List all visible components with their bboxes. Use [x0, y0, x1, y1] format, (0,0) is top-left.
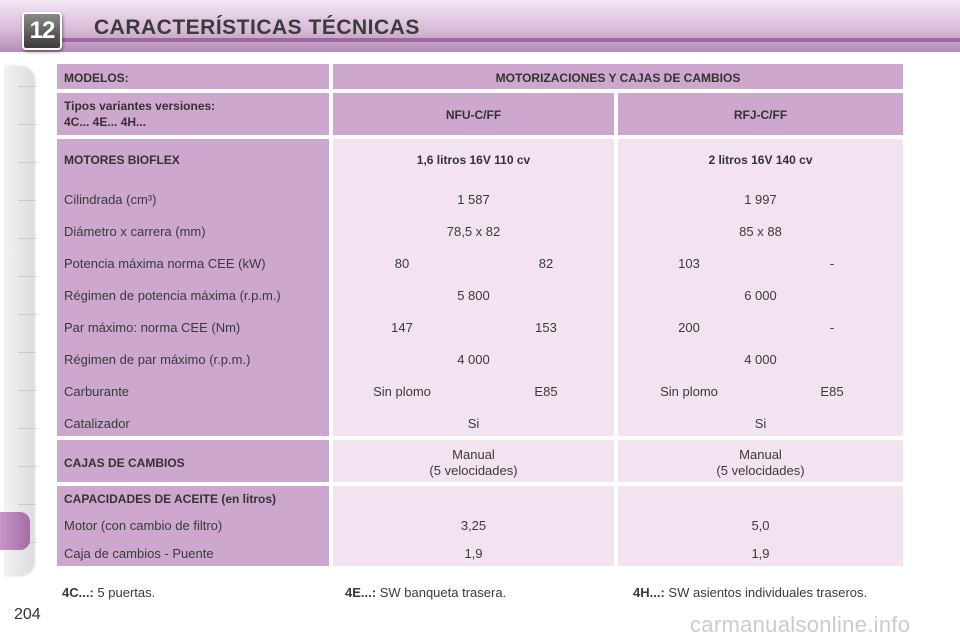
footnote-4h-key: 4H...:: [633, 585, 665, 600]
oil-engine-a: 3,25: [460, 518, 487, 533]
tab-divider: [18, 162, 36, 163]
chapter-tab-strip: [4, 66, 36, 576]
oil-labels-block: [57, 486, 329, 566]
oil-engine-b: 5,0: [751, 518, 770, 533]
variants-label-line2: 4C... 4E... 4H...: [64, 115, 147, 129]
max-torque-b2: -: [829, 320, 835, 335]
catalyst-label: Catalizador: [64, 416, 130, 431]
chapter-number-badge: 12: [22, 12, 62, 50]
engine-b-name: 2 litros 16V 140 cv: [708, 153, 813, 167]
oil-gearbox-a: 1,9: [464, 546, 483, 561]
power-rpm-label: Régimen de potencia máxima (r.p.m.): [64, 288, 281, 303]
engine-a-block: [333, 139, 614, 436]
power-rpm-b: 6 000: [744, 288, 777, 303]
gearbox-label-cell: [57, 440, 329, 482]
variant-b: RFJ-C/FF: [733, 108, 788, 122]
tab-divider: [18, 276, 36, 277]
variant-a: NFU-C/FF: [445, 108, 502, 122]
page-title: CARACTERÍSTICAS TÉCNICAS: [94, 16, 420, 39]
oil-gearbox-b: 1,9: [751, 546, 770, 561]
max-torque-a2: 153: [535, 320, 557, 335]
max-power-a1: 80: [394, 256, 410, 271]
footnote-4e: 4E...: SW banqueta trasera.: [345, 585, 506, 600]
torque-rpm-b: 4 000: [744, 352, 777, 367]
header-band: [0, 0, 960, 52]
catalyst-b: Si: [754, 416, 767, 431]
oil-gearbox-label: Caja de cambios - Puente: [64, 546, 214, 561]
oil-engine-label: Motor (con cambio de filtro): [64, 518, 223, 533]
displacement-label: Cilindrada (cm³): [64, 192, 157, 207]
oil-label: CAPACIDADES DE ACEITE (en litros): [64, 492, 277, 506]
bore-stroke-a: 78,5 x 82: [446, 224, 501, 239]
engine-labels-block: [57, 139, 329, 436]
max-power-a2: 82: [538, 256, 554, 271]
max-power-b1: 103: [678, 256, 700, 271]
displacement-a: 1 587: [457, 192, 490, 207]
gearbox-a-line2: (5 velocidades): [429, 463, 518, 478]
tab-divider: [18, 238, 36, 239]
tab-divider: [18, 200, 36, 201]
tab-divider: [18, 352, 36, 353]
tab-divider: [18, 504, 36, 505]
footnote-4e-text: SW banqueta trasera.: [379, 585, 507, 600]
variant-b-cell: [618, 93, 903, 135]
footnote-4e-key: 4E...:: [345, 585, 377, 600]
tab-divider: [18, 390, 36, 391]
footnote-4h: 4H...: SW asientos individuales traseros…: [633, 585, 867, 600]
max-torque-b1: 200: [678, 320, 700, 335]
tab-divider: [18, 428, 36, 429]
engines-header: MOTORIZACIONES Y CAJAS DE CAMBIOS: [495, 71, 741, 85]
gearbox-a-line1: Manual: [452, 447, 495, 462]
max-torque-a1: 147: [391, 320, 413, 335]
oil-b-block: [618, 486, 903, 566]
tab-divider: [18, 314, 36, 315]
footnote-4c-text: 5 puertas.: [97, 585, 156, 600]
tab-divider: [18, 466, 36, 467]
torque-rpm-a: 4 000: [457, 352, 490, 367]
displacement-b: 1 997: [744, 192, 777, 207]
engine-a-name: 1,6 litros 16V 110 cv: [416, 153, 531, 167]
footnote-4c: 4C...: 5 puertas.: [62, 585, 155, 600]
max-torque-label: Par máximo: norma CEE (Nm): [64, 320, 241, 335]
variants-label-line1: Tipos variantes versiones:: [64, 99, 216, 113]
power-rpm-a: 5 800: [457, 288, 490, 303]
fuel-b2: E85: [820, 384, 844, 399]
footnote-4c-key: 4C...:: [62, 585, 94, 600]
footnote-4h-text: SW asientos individuales traseros.: [668, 585, 868, 600]
header-stripe: [60, 38, 960, 42]
variants-label-cell: [57, 93, 329, 135]
page-number: 204: [14, 606, 41, 623]
bore-stroke-b: 85 x 88: [739, 224, 782, 239]
fuel-a2: E85: [534, 384, 558, 399]
max-power-b2: -: [829, 256, 835, 271]
gearbox-b-line2: (5 velocidades): [716, 463, 805, 478]
active-chapter-tab[interactable]: [0, 512, 30, 550]
engine-b-block: [618, 139, 903, 436]
gearbox-label: CAJAS DE CAMBIOS: [64, 456, 185, 470]
torque-rpm-label: Régimen de par máximo (r.p.m.): [64, 352, 251, 367]
catalyst-a: Si: [467, 416, 480, 431]
bore-stroke-label: Diámetro x carrera (mm): [64, 224, 206, 239]
models-header-cell: [57, 64, 329, 89]
fuel-label: Carburante: [64, 384, 130, 399]
variant-a-cell: [333, 93, 614, 135]
fuel-a1: Sin plomo: [373, 384, 431, 399]
gearbox-a-cell: [333, 440, 614, 482]
watermark: carmanualsonline.info: [690, 612, 911, 637]
gearbox-b-line1: Manual: [739, 447, 782, 462]
oil-a-block: [333, 486, 614, 566]
engines-header-cell: [333, 64, 903, 89]
tab-divider: [18, 124, 36, 125]
engines-label: MOTORES BIOFLEX: [64, 153, 180, 167]
models-header: MODELOS:: [64, 71, 129, 85]
tab-divider: [18, 86, 36, 87]
max-power-label: Potencia máxima norma CEE (kW): [64, 256, 266, 271]
fuel-b1: Sin plomo: [660, 384, 718, 399]
gearbox-b-cell: [618, 440, 903, 482]
